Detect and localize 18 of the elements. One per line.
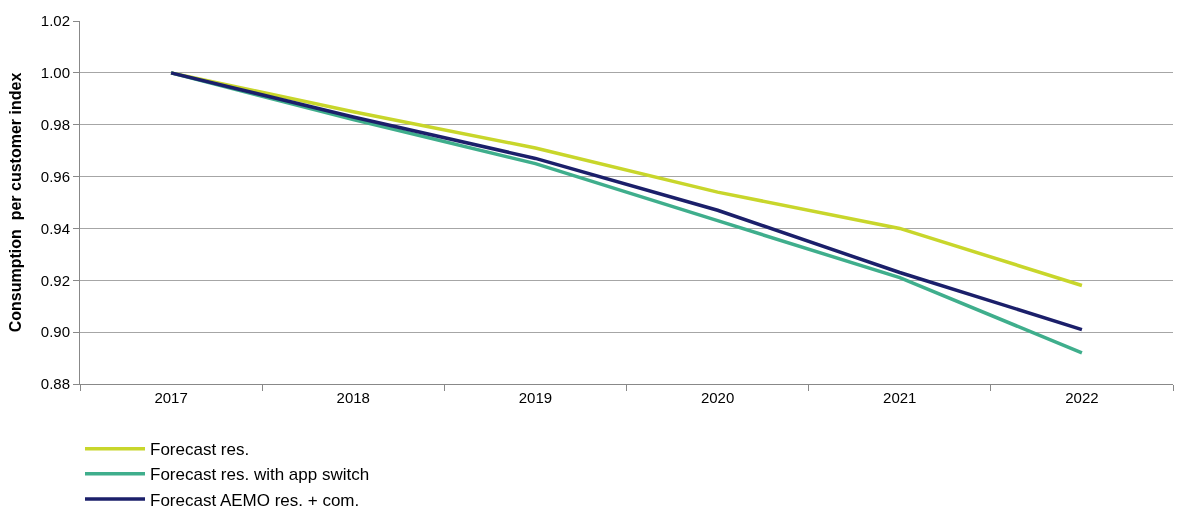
y-tick-label: 0.98: [40, 115, 70, 133]
legend-label: Forecast res. with app switch: [150, 465, 370, 485]
y-tick-label: 0.90: [40, 323, 70, 341]
y-tick-label: 0.94: [40, 219, 70, 237]
x-tick-label: 2022: [1065, 389, 1099, 406]
x-tick-label: 2018: [336, 389, 370, 406]
x-tick-label: 2017: [154, 389, 188, 406]
legend-label: Forecast res.: [150, 440, 250, 460]
x-tick-label: 2019: [518, 389, 553, 406]
x-tick-label: 2021: [883, 389, 917, 406]
y-tick-label: 1.00: [40, 64, 70, 82]
y-tick-label: 0.88: [40, 375, 70, 393]
y-tick-label: 1.02: [40, 12, 70, 30]
y-tick-label: 0.92: [40, 271, 70, 289]
y-tick-label: 0.96: [40, 167, 70, 185]
y-axis-title: Consumption per customer index: [6, 72, 24, 333]
legend-label: Forecast AEMO res. + com.: [150, 490, 360, 510]
x-tick-label: 2020: [700, 389, 735, 406]
